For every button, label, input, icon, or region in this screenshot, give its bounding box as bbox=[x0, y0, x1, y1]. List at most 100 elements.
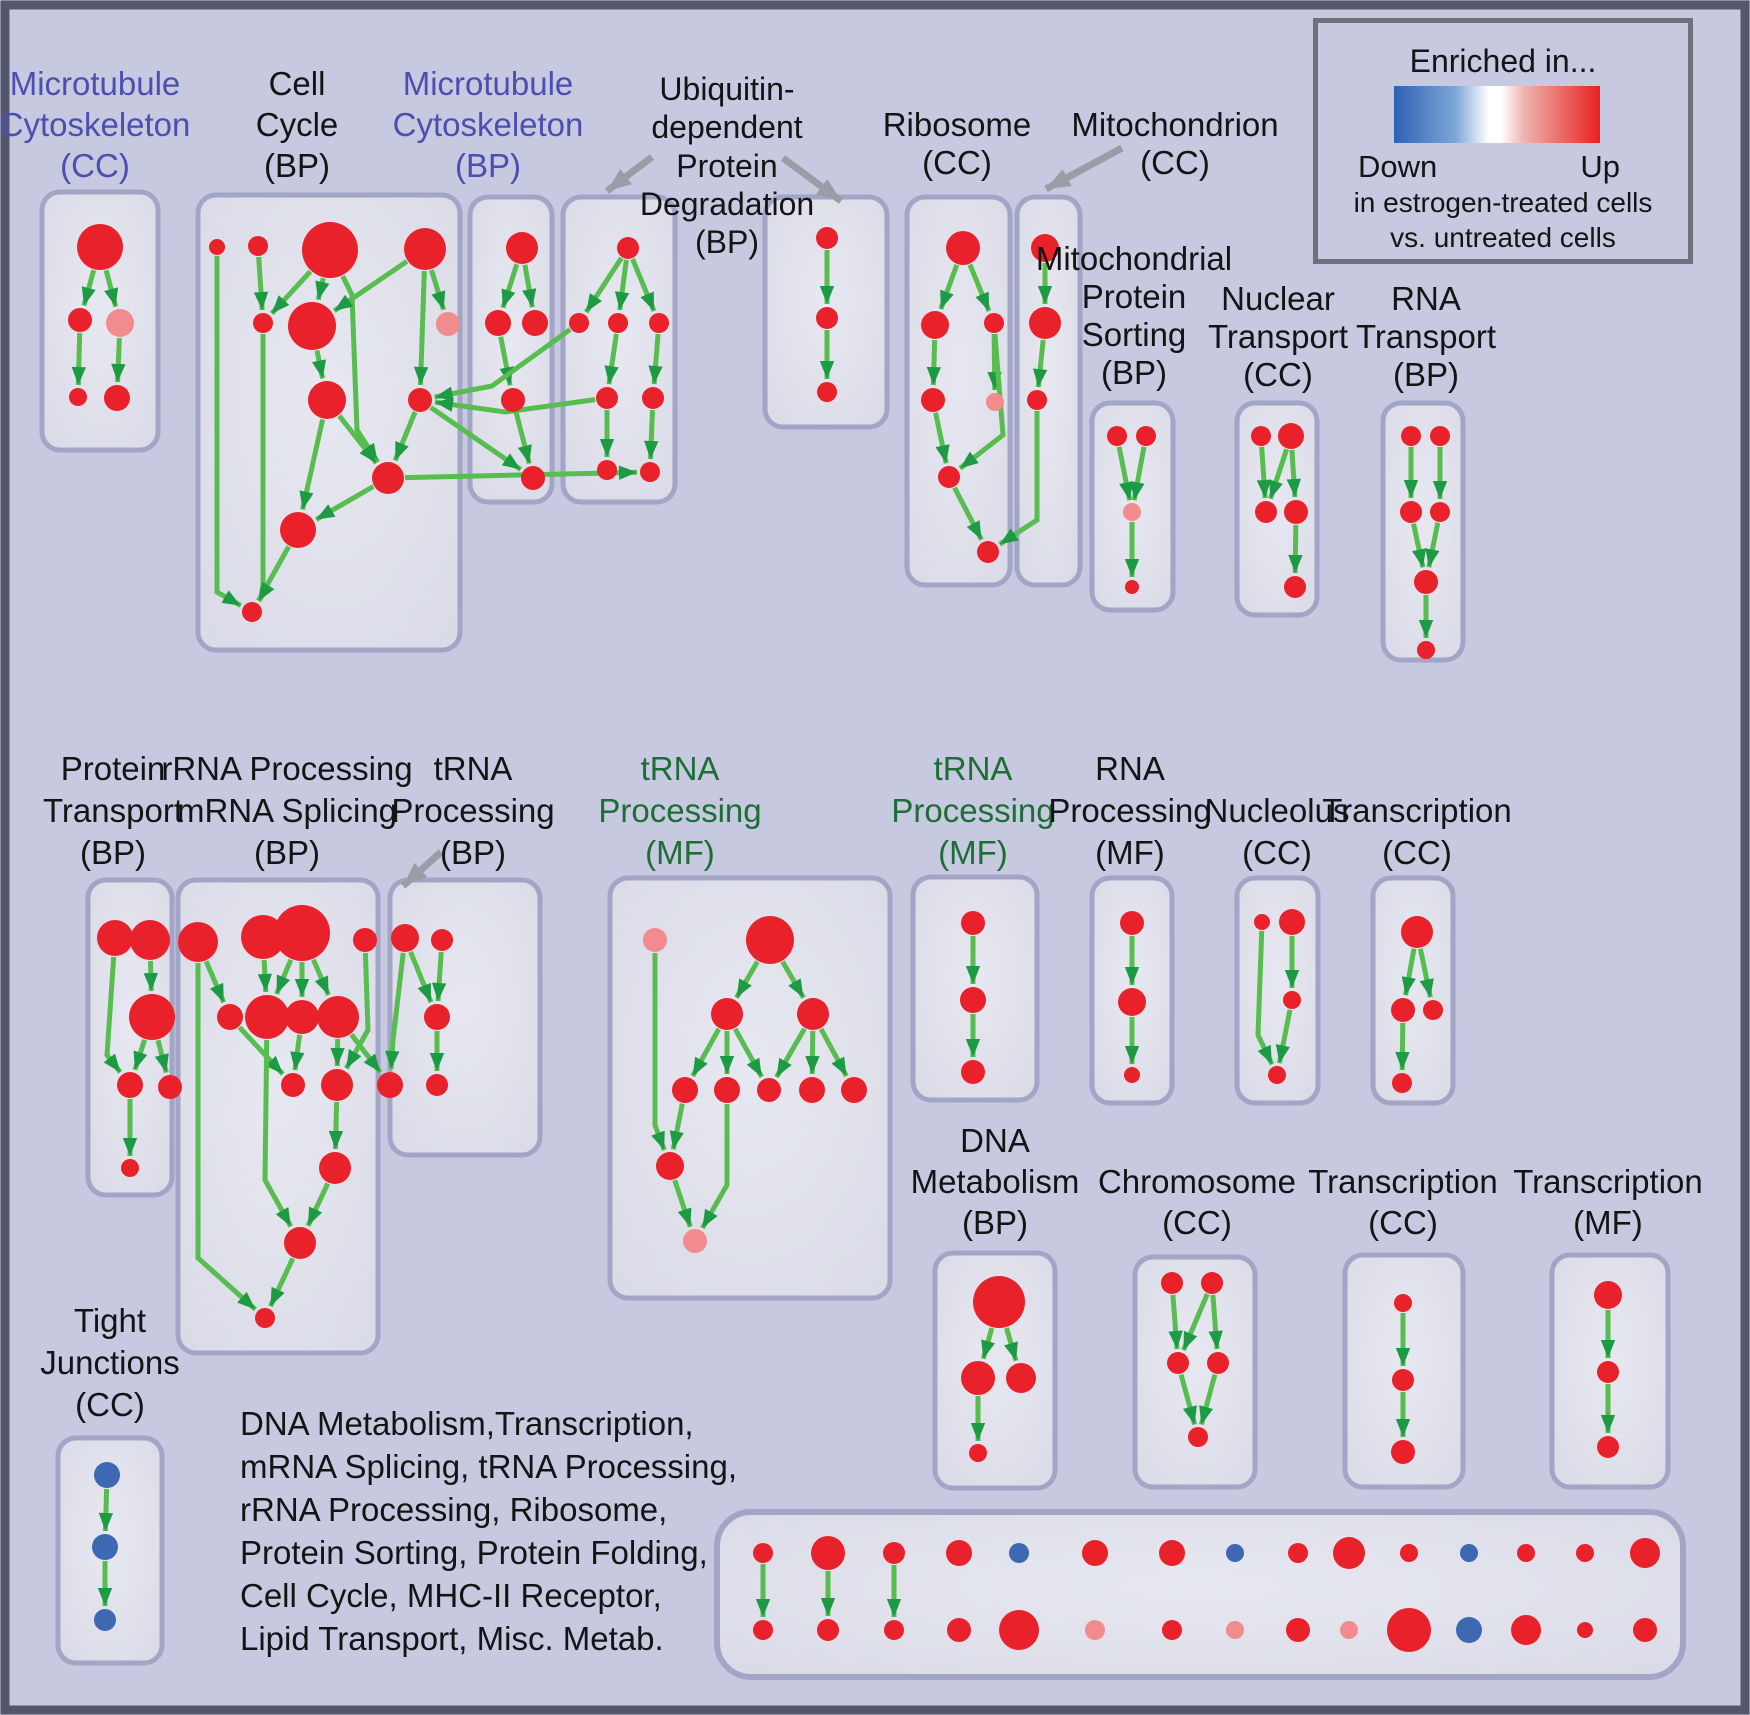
go-term-node bbox=[404, 228, 446, 270]
edge bbox=[274, 958, 294, 995]
cluster-label-trna-bp: (BP) bbox=[440, 834, 506, 871]
cluster-label-ubiquitin-degradation: Ubiquitin- bbox=[659, 71, 794, 107]
edge bbox=[651, 953, 667, 1151]
edge bbox=[305, 1182, 331, 1227]
go-term-node bbox=[1283, 991, 1301, 1009]
go-term-node bbox=[608, 313, 628, 333]
go-term-node bbox=[178, 922, 218, 962]
cluster-label-tight-junctions: (CC) bbox=[75, 1386, 145, 1423]
go-term-node bbox=[746, 916, 794, 964]
go-term-node bbox=[522, 310, 548, 336]
footnote-line: Cell Cycle, MHC-II Receptor, bbox=[240, 1577, 662, 1614]
cluster-label-mitochondrion: (CC) bbox=[1140, 144, 1210, 181]
edge bbox=[269, 269, 313, 316]
go-term-node bbox=[92, 1534, 118, 1560]
edge bbox=[1130, 446, 1147, 501]
edge bbox=[431, 951, 447, 1002]
edge bbox=[958, 333, 1006, 471]
go-term-node bbox=[1009, 1543, 1029, 1563]
cluster-box-mitochondrion-cc bbox=[1014, 194, 1083, 588]
go-term-node bbox=[1284, 576, 1306, 598]
edge bbox=[311, 958, 331, 996]
cluster-box-nucleolus-cc bbox=[1234, 875, 1321, 1106]
go-term-node bbox=[1082, 1540, 1108, 1566]
go-term-node bbox=[255, 1308, 275, 1328]
go-term-node bbox=[372, 462, 404, 494]
edge bbox=[1208, 1294, 1223, 1350]
edge bbox=[1181, 1293, 1210, 1352]
cluster-label-mito-protein-sorting: Protein bbox=[1082, 278, 1187, 315]
edge bbox=[952, 486, 984, 541]
go-term-node bbox=[1159, 1540, 1185, 1566]
go-term-node bbox=[1124, 1067, 1140, 1083]
edge bbox=[500, 263, 520, 309]
go-term-node bbox=[1633, 1618, 1657, 1642]
edge bbox=[604, 333, 619, 385]
go-term-node bbox=[1456, 1617, 1482, 1643]
edge bbox=[584, 256, 624, 314]
cluster-label-trna-mf-1: (MF) bbox=[645, 834, 715, 871]
go-term-node bbox=[883, 1542, 905, 1564]
edge bbox=[1256, 446, 1272, 499]
edge bbox=[311, 350, 327, 379]
edge bbox=[669, 1103, 685, 1150]
go-term-node bbox=[253, 313, 273, 333]
go-term-node bbox=[1118, 988, 1146, 1016]
cluster-label-cell-cycle: Cycle bbox=[256, 106, 339, 143]
edge bbox=[1268, 448, 1289, 500]
go-term-node bbox=[961, 1361, 995, 1395]
go-term-node bbox=[921, 311, 949, 339]
cluster-label-dna-metabolism: DNA bbox=[960, 1122, 1030, 1159]
edge bbox=[614, 259, 630, 311]
edge bbox=[1417, 948, 1434, 998]
go-term-node bbox=[672, 1077, 698, 1103]
go-term-node bbox=[121, 1159, 139, 1177]
edge bbox=[1116, 446, 1134, 501]
go-term-node bbox=[1167, 1352, 1189, 1374]
go-term-node bbox=[501, 388, 525, 412]
edge bbox=[268, 1257, 296, 1308]
cluster-label-tight-junctions: Junctions bbox=[40, 1344, 179, 1381]
go-term-node bbox=[391, 924, 419, 952]
go-term-node bbox=[377, 1072, 403, 1098]
footnote-line: Protein Sorting, Protein Folding, bbox=[240, 1534, 708, 1571]
go-term-node bbox=[1123, 503, 1141, 521]
go-term-node bbox=[986, 393, 1004, 411]
go-term-node bbox=[921, 388, 945, 412]
edge bbox=[408, 950, 434, 1004]
go-term-node bbox=[408, 388, 432, 412]
cluster-label-dna-metabolism: (BP) bbox=[962, 1204, 1028, 1241]
go-term-node bbox=[106, 309, 134, 337]
cluster-box-ubiquitin-degradation-bp bbox=[560, 194, 678, 505]
go-term-node bbox=[1391, 1440, 1415, 1464]
go-term-node bbox=[884, 1620, 904, 1640]
go-term-node bbox=[757, 1078, 781, 1102]
cluster-label-cell-cycle: Cell bbox=[269, 65, 326, 102]
edge bbox=[672, 1179, 693, 1228]
go-term-node bbox=[1597, 1436, 1619, 1458]
go-term-node bbox=[94, 1462, 120, 1488]
go-term-node bbox=[158, 1075, 182, 1099]
go-term-node bbox=[353, 928, 377, 952]
go-term-node bbox=[1597, 1361, 1619, 1383]
cluster-label-transcription-cc-2: (CC) bbox=[1382, 834, 1452, 871]
go-term-node bbox=[217, 1004, 243, 1030]
edge bbox=[700, 1104, 730, 1230]
cluster-label-dna-metabolism: Metabolism bbox=[911, 1163, 1080, 1200]
cluster-label-rna-transport: Transport bbox=[1356, 318, 1496, 355]
go-term-node bbox=[1394, 1294, 1412, 1312]
go-term-node bbox=[77, 224, 123, 270]
go-term-node bbox=[1460, 1544, 1478, 1562]
go-term-node bbox=[1594, 1281, 1622, 1309]
edge bbox=[630, 258, 657, 312]
go-term-node bbox=[129, 994, 175, 1040]
go-term-node bbox=[117, 1072, 143, 1098]
go-term-node bbox=[1391, 998, 1415, 1022]
go-term-node bbox=[436, 312, 460, 336]
go-term-node bbox=[248, 236, 268, 256]
go-term-node bbox=[1027, 390, 1047, 410]
cluster-label-microtubule-bp: Cytoskeleton bbox=[393, 106, 584, 143]
edge bbox=[805, 1030, 820, 1075]
edge bbox=[1425, 522, 1441, 568]
edge bbox=[1178, 1373, 1198, 1426]
